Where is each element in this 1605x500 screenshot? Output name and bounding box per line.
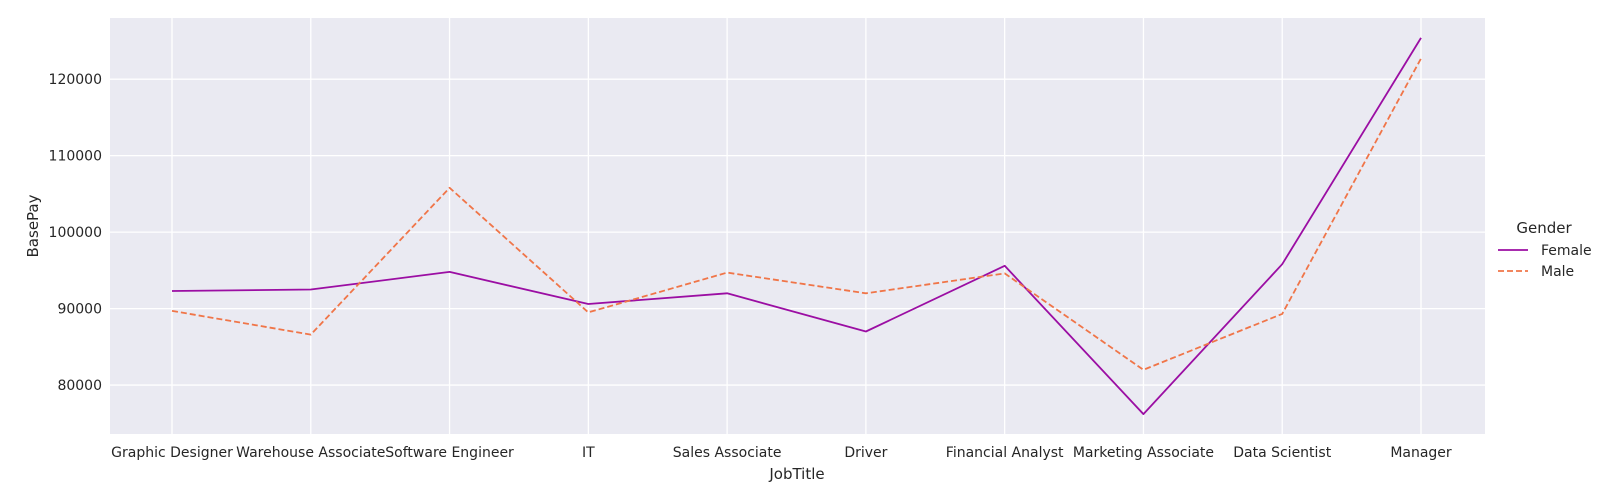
legend-label-male: Male	[1541, 264, 1574, 280]
y-tick-label: 120000	[49, 72, 102, 88]
x-tick-label: IT	[582, 445, 595, 461]
y-tick-labels: 80000 90000 100000 110000 120000	[49, 72, 102, 394]
legend-label-female: Female	[1541, 243, 1592, 259]
y-axis-label: BasePay	[24, 194, 42, 257]
y-tick-label: 90000	[57, 302, 102, 318]
x-axis-label: JobTitle	[768, 465, 824, 483]
legend-title: Gender	[1516, 219, 1572, 237]
x-tick-label: Driver	[844, 445, 887, 461]
x-tick-label: Warehouse Associate	[236, 445, 385, 461]
y-tick-label: 100000	[49, 225, 102, 241]
series-line-female	[171, 37, 1422, 416]
x-tick-label: Graphic Designer	[111, 445, 233, 461]
x-tick-label: Data Scientist	[1233, 445, 1332, 461]
x-tick-label: Manager	[1390, 445, 1452, 461]
x-tick-label: Sales Associate	[673, 445, 782, 461]
series-line-male	[171, 58, 1422, 371]
y-tick-label: 80000	[57, 378, 102, 394]
x-tick-label: Software Engineer	[385, 445, 514, 461]
grid-lines	[110, 18, 1485, 434]
plot-background	[110, 18, 1485, 434]
y-tick-label: 110000	[49, 149, 102, 165]
legend: Gender Female Male	[1498, 219, 1592, 280]
x-tick-label: Marketing Associate	[1073, 445, 1214, 461]
x-tick-label: Financial Analyst	[946, 445, 1064, 461]
x-tick-labels: Graphic Designer Warehouse Associate Softw…	[111, 445, 1452, 461]
series-lines	[171, 37, 1422, 416]
